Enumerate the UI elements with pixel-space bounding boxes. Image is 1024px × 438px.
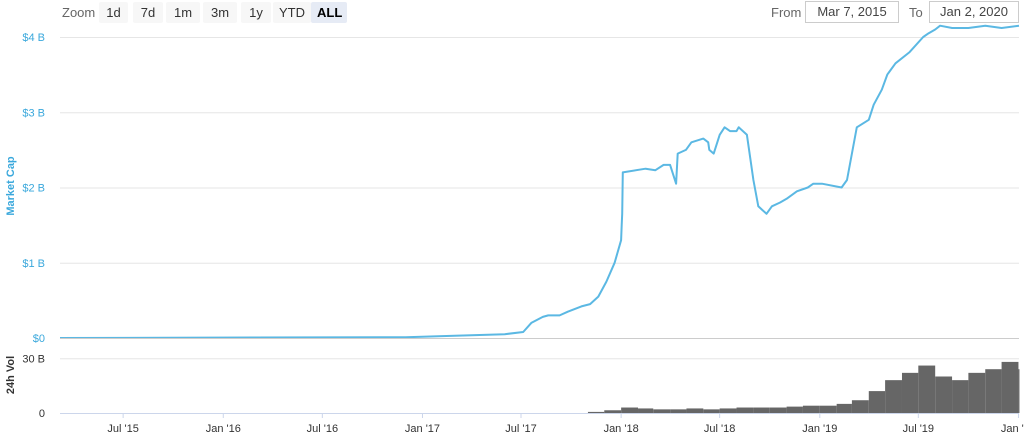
volume-bar (686, 408, 704, 413)
x-tick-label: Jul '17 (505, 423, 536, 435)
x-tick-label: Jan '16 (206, 423, 241, 435)
volume-bar (769, 407, 787, 413)
volume-bar (952, 380, 969, 413)
volume-bar (638, 408, 654, 413)
zoom-7d-button[interactable]: 7d (133, 2, 163, 23)
market-cap-line (59, 24, 1020, 339)
volume-bar (753, 407, 770, 413)
volume-bar (786, 406, 803, 413)
volume-axis-label: 24h Vol (5, 356, 17, 394)
volume-bar (670, 409, 687, 413)
volume-bar (604, 410, 622, 413)
range-selector-toolbar: Zoom 1d 7d 1m 3m 1y YTD ALL From Mar 7, … (0, 0, 1024, 26)
volume-bar (736, 407, 754, 413)
x-tick-label: Jul '18 (704, 423, 735, 435)
market-cap-series (59, 24, 1020, 339)
from-date-input[interactable]: Mar 7, 2015 (805, 1, 899, 23)
x-tick-label: Jul '19 (903, 423, 934, 435)
volume-bar (802, 405, 820, 413)
volume-bar (885, 380, 902, 413)
volume-bar (985, 369, 1002, 413)
zoom-label: Zoom (62, 5, 96, 20)
y-tick-label: $1 B (22, 258, 45, 270)
y-tick-label: $2 B (22, 183, 45, 195)
volume-bar (621, 407, 639, 413)
axes: $0 $1 B $2 B $3 B $4 B 0 30 B Jul '15 Jan '16 Jul… (22, 32, 1024, 435)
volume-bar (719, 408, 737, 413)
to-label: To (909, 5, 923, 20)
volume-bar (918, 365, 936, 413)
zoom-1d-button[interactable]: 1d (99, 2, 128, 23)
zoom-3m-button[interactable]: 3m (203, 2, 237, 23)
volume-bar (968, 372, 986, 413)
x-tick-label: Jan '18 (604, 423, 639, 435)
y-tick-label: $0 (33, 333, 45, 345)
volume-bar (836, 403, 852, 413)
volume-bar (653, 409, 671, 413)
volume-tick-label: 0 (39, 408, 45, 420)
y-tick-label: $3 B (22, 107, 45, 119)
volume-tick-label: 30 B (22, 353, 45, 365)
volume-bar (587, 411, 605, 413)
volume-bar (868, 391, 886, 413)
x-tick-label: Jan '20 (1001, 423, 1024, 435)
zoom-ytd-button[interactable]: YTD (273, 2, 311, 23)
to-date-input[interactable]: Jan 2, 2020 (929, 1, 1019, 23)
zoom-all-button[interactable]: ALL (311, 2, 347, 23)
volume-bar (901, 372, 919, 413)
volume-bar (851, 400, 869, 413)
y-tick-label: $4 B (22, 32, 45, 44)
volume-bar (703, 409, 720, 413)
volume-bar (935, 376, 953, 413)
volume-bar (819, 405, 837, 413)
zoom-1y-button[interactable]: 1y (241, 2, 271, 23)
market-cap-axis-label: Market Cap (5, 156, 17, 216)
x-tick-label: Jul '15 (107, 423, 138, 435)
volume-bars (587, 361, 1020, 413)
volume-bar (1001, 361, 1019, 413)
volume-bar (1018, 369, 1020, 413)
x-tick-label: Jan '17 (405, 423, 440, 435)
x-tick-label: Jan '19 (802, 423, 837, 435)
x-tick-label: Jul '16 (307, 423, 338, 435)
zoom-1m-button[interactable]: 1m (166, 2, 200, 23)
from-label: From (771, 5, 802, 20)
grid-lines (60, 37, 1019, 414)
